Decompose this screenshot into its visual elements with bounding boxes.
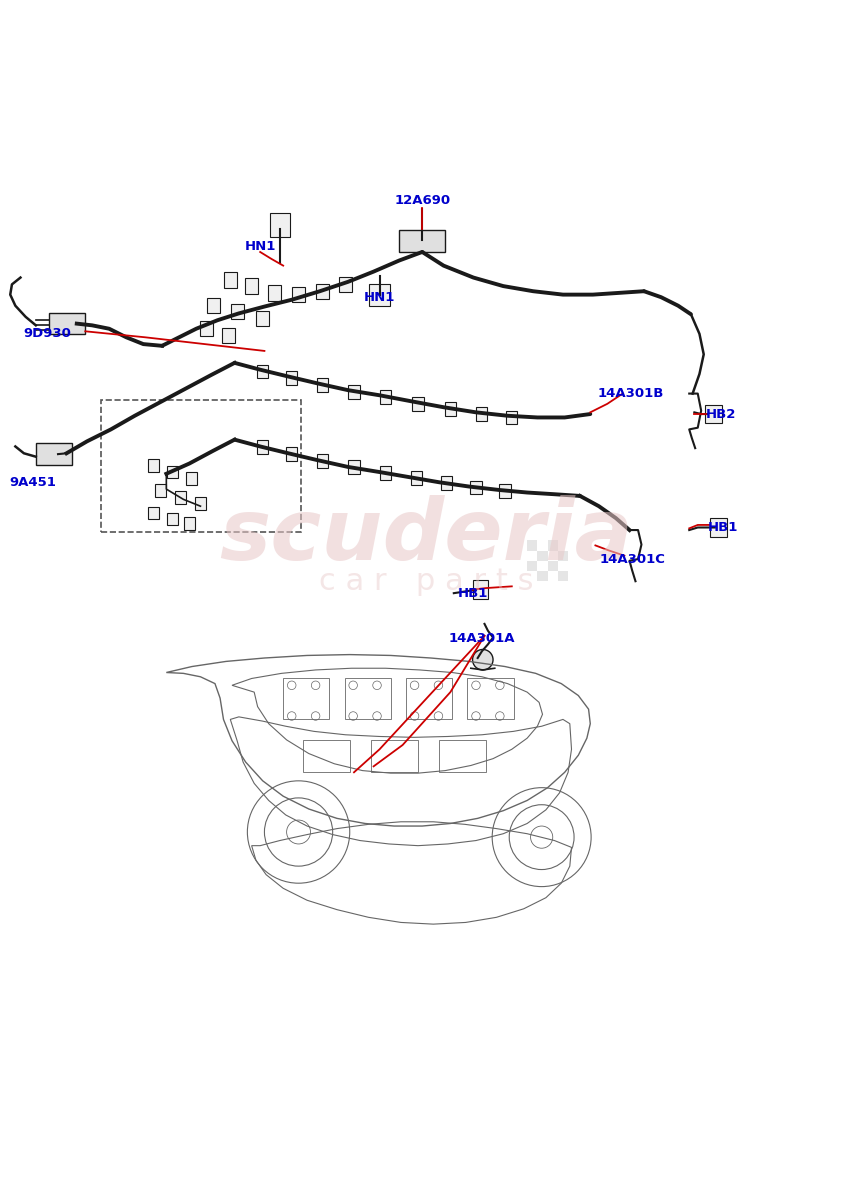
Bar <box>256 311 269 326</box>
Bar <box>291 287 305 302</box>
Bar <box>348 460 359 474</box>
Text: c a r   p a r t s: c a r p a r t s <box>319 566 533 595</box>
Text: HN1: HN1 <box>245 240 275 252</box>
Bar <box>268 286 281 300</box>
Bar <box>148 458 158 472</box>
Bar <box>155 485 165 497</box>
Bar <box>315 283 329 299</box>
Bar <box>167 512 177 526</box>
Bar <box>709 518 726 536</box>
Bar <box>380 466 390 480</box>
Bar <box>467 678 513 720</box>
Text: HB1: HB1 <box>707 521 738 534</box>
Bar <box>286 371 297 385</box>
Text: 14A301A: 14A301A <box>448 632 515 644</box>
Text: HB2: HB2 <box>705 408 735 420</box>
Text: scuderia: scuderia <box>219 494 633 577</box>
Bar <box>344 678 390 720</box>
Bar <box>184 517 194 529</box>
Bar <box>339 277 352 292</box>
Bar <box>269 212 290 236</box>
Bar <box>527 540 537 551</box>
Bar <box>199 322 213 336</box>
Bar <box>245 278 257 294</box>
Bar <box>167 466 177 479</box>
Bar <box>283 678 329 720</box>
Bar <box>537 571 547 581</box>
Bar <box>194 497 205 510</box>
Bar <box>470 480 481 494</box>
Bar <box>286 448 297 461</box>
Bar <box>499 484 509 498</box>
Bar <box>557 571 567 581</box>
Bar <box>101 400 301 532</box>
Bar <box>406 678 452 720</box>
Bar <box>369 283 389 306</box>
Bar <box>317 378 327 392</box>
Text: HB1: HB1 <box>458 587 488 600</box>
Bar <box>230 304 244 319</box>
Bar <box>506 410 517 425</box>
Bar <box>223 272 237 288</box>
Bar <box>547 560 557 571</box>
Bar <box>36 443 72 466</box>
Bar <box>439 740 486 773</box>
Text: 9A451: 9A451 <box>9 475 55 488</box>
Bar <box>371 740 417 773</box>
Bar <box>527 560 537 571</box>
Bar <box>472 581 487 599</box>
Bar <box>704 404 721 424</box>
Text: 14A301B: 14A301B <box>597 388 664 400</box>
Bar <box>257 365 268 378</box>
Bar <box>175 491 186 504</box>
Bar <box>537 551 547 560</box>
Bar <box>475 407 487 421</box>
Bar <box>557 551 567 560</box>
Text: 12A690: 12A690 <box>394 194 450 208</box>
Bar <box>186 473 198 485</box>
Bar <box>302 740 349 773</box>
Bar <box>317 454 327 468</box>
Bar <box>547 540 557 551</box>
Circle shape <box>472 649 492 670</box>
Bar <box>222 328 235 343</box>
Text: 9D930: 9D930 <box>23 328 71 341</box>
Bar <box>380 390 390 404</box>
Text: 14A301C: 14A301C <box>599 552 665 565</box>
Bar <box>440 476 452 490</box>
Bar <box>148 506 158 520</box>
Text: HN1: HN1 <box>364 290 394 304</box>
Bar <box>411 472 421 485</box>
Bar <box>399 229 445 252</box>
Bar <box>49 313 85 334</box>
Bar <box>257 440 268 454</box>
Bar <box>445 402 456 415</box>
Bar <box>348 385 359 398</box>
Bar <box>206 298 220 313</box>
Bar <box>412 397 423 410</box>
